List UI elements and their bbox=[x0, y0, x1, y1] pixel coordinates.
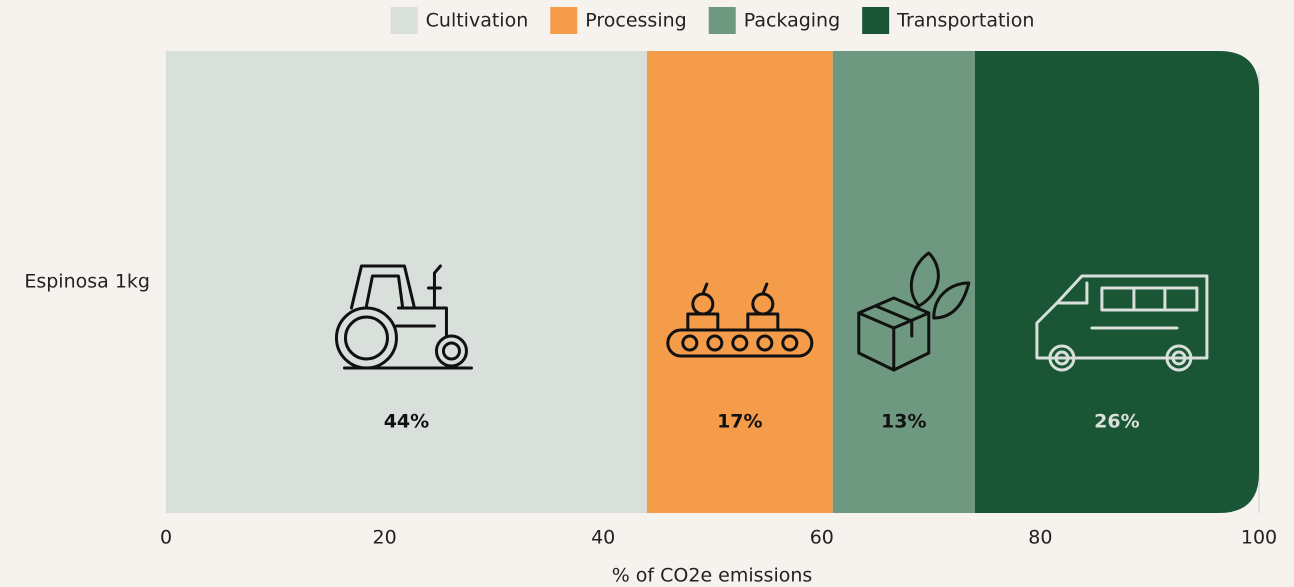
icon-part bbox=[706, 334, 724, 352]
icon-part bbox=[343, 315, 389, 361]
icon-part bbox=[394, 306, 448, 338]
legend-item: Transportation bbox=[862, 7, 1034, 34]
legend-item: Packaging bbox=[708, 7, 840, 34]
icon-part bbox=[874, 304, 914, 338]
icon-part bbox=[1171, 350, 1187, 366]
legend-label: Packaging bbox=[744, 10, 840, 32]
icon-part bbox=[666, 328, 814, 358]
icon-part bbox=[681, 334, 699, 352]
value-label: 17% bbox=[717, 411, 762, 433]
icon-part bbox=[781, 334, 799, 352]
x-tick-label: 60 bbox=[810, 527, 834, 549]
icon-part bbox=[426, 264, 442, 310]
legend-swatch bbox=[708, 7, 736, 34]
bar-segment bbox=[974, 51, 1259, 513]
icon bbox=[666, 282, 814, 358]
bar-segment bbox=[646, 51, 833, 513]
icon-part bbox=[731, 334, 749, 352]
value-label: 44% bbox=[384, 411, 429, 433]
icon-part bbox=[756, 334, 774, 352]
legend-swatch bbox=[862, 7, 890, 34]
legend-item: Cultivation bbox=[390, 7, 529, 34]
x-tick-label: 100 bbox=[1241, 527, 1277, 549]
legend-label: Processing bbox=[585, 10, 686, 32]
icon bbox=[334, 264, 473, 370]
x-axis-label: % of CO2e emissions bbox=[612, 565, 813, 587]
legend-item: Processing bbox=[550, 7, 687, 34]
icon-part bbox=[364, 274, 404, 308]
icon-part bbox=[932, 281, 971, 320]
legend-label: Cultivation bbox=[426, 10, 529, 32]
bar-segment bbox=[166, 51, 647, 513]
icon bbox=[1035, 274, 1209, 372]
icon-part bbox=[701, 282, 769, 296]
x-tick-label: 40 bbox=[591, 527, 615, 549]
icon-part bbox=[1055, 281, 1089, 305]
x-tick-label: 0 bbox=[160, 527, 172, 549]
icon bbox=[857, 251, 971, 372]
value-label: 26% bbox=[1094, 411, 1139, 433]
x-tick-label: 20 bbox=[373, 527, 397, 549]
value-label: 13% bbox=[881, 411, 926, 433]
legend-swatch bbox=[550, 7, 578, 34]
icon-part bbox=[1048, 344, 1076, 372]
icon-part bbox=[1132, 286, 1167, 312]
y-tick-label: Espinosa 1kg bbox=[24, 271, 150, 293]
icon-part bbox=[909, 251, 940, 308]
icon-part bbox=[1054, 350, 1070, 366]
icon-part bbox=[1165, 344, 1193, 372]
x-tick-label: 80 bbox=[1028, 527, 1052, 549]
icon-part bbox=[349, 264, 416, 310]
legend-swatch bbox=[390, 7, 418, 34]
icon-part bbox=[434, 334, 468, 368]
icon-part bbox=[441, 341, 461, 361]
icon-part bbox=[1100, 286, 1199, 312]
bar-segment bbox=[832, 51, 975, 513]
icon-part bbox=[1035, 274, 1209, 360]
legend-label: Transportation bbox=[896, 10, 1034, 32]
